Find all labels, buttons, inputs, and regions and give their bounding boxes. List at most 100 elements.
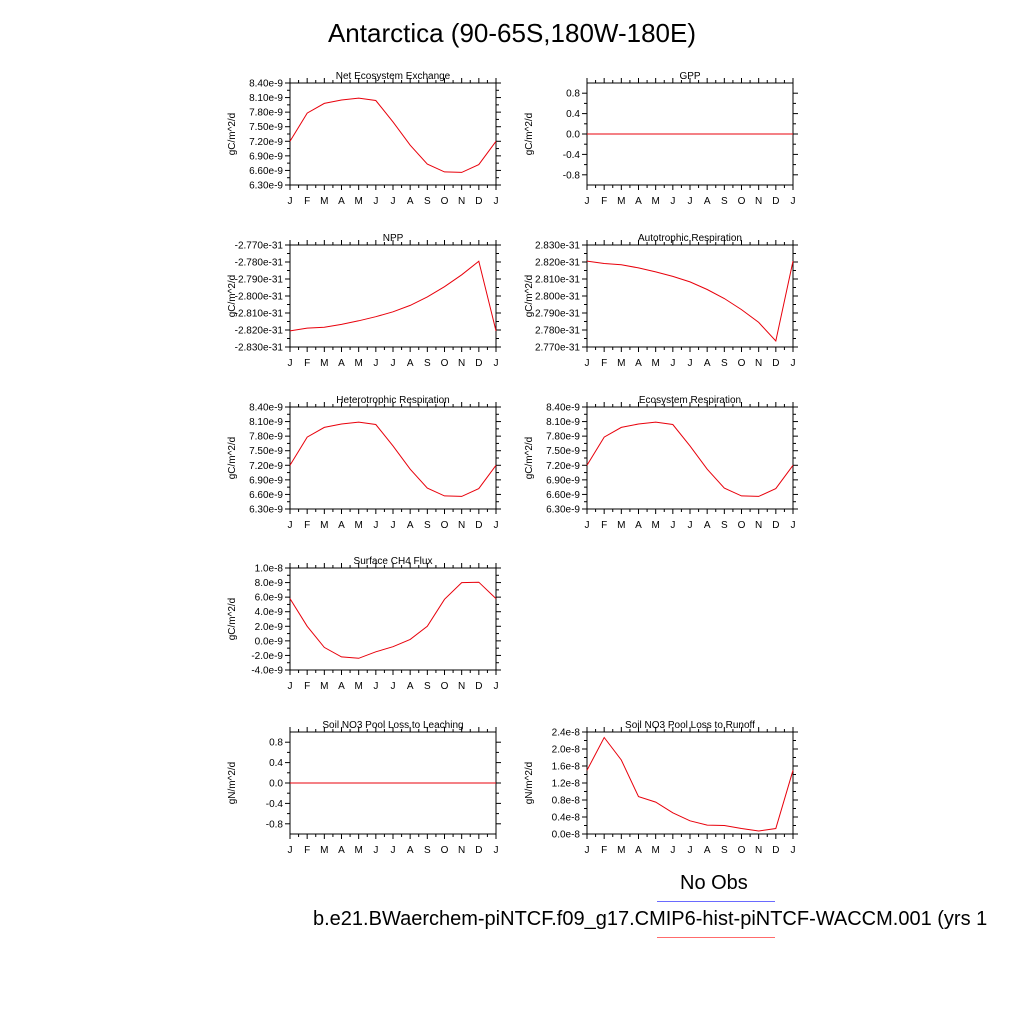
panel-7-xtick-label: J [373, 681, 378, 692]
panel-3-ylabel: gC/m^2/d [227, 275, 238, 318]
panel-9-xtick-label: J [791, 845, 796, 856]
panel-8-xtick-label: A [407, 845, 414, 856]
panel-9-ytick-label: 1.2e-8 [552, 779, 581, 790]
panel-7-ytick-label: 0.0e-9 [255, 636, 284, 647]
panel-8-xtick-label: A [338, 845, 345, 856]
panel-2-ytick-label: -0.4 [563, 150, 581, 161]
panel-6-xtick-label: O [738, 520, 746, 531]
panel-5-xtick-label: M [354, 520, 362, 531]
panel-5-ytick-label: 7.80e-9 [249, 432, 283, 443]
panel-7-xtick-label: N [458, 681, 465, 692]
panel-4-xtick-label: D [772, 358, 779, 369]
panel-8-title: Soil NO3 Pool Loss to Leaching [322, 720, 463, 731]
panel-1-xtick-label: J [494, 196, 499, 207]
panel-4-ytick-label: 2.810e-31 [535, 275, 580, 286]
panel-3-ytick-label: -2.790e-31 [235, 275, 284, 286]
panel-1-xtick-label: F [304, 196, 310, 207]
panel-9-xtick-label: O [738, 845, 746, 856]
panel-1-xtick-label: N [458, 196, 465, 207]
panel-6-ytick-label: 7.50e-9 [546, 446, 580, 457]
panel-9-ytick-label: 1.6e-8 [552, 762, 581, 773]
panel-1-xtick-label: A [338, 196, 345, 207]
panel-6-ytick-label: 6.30e-9 [546, 505, 580, 516]
panel-2-xtick-label: M [617, 196, 625, 207]
panel-8-xtick-label: F [304, 845, 310, 856]
panel-6-xtick-label: S [721, 520, 728, 531]
panel-1-xtick-label: M [354, 196, 362, 207]
panel-4-xtick-label: O [738, 358, 746, 369]
panel-8-xtick-label: J [391, 845, 396, 856]
panel-2-xtick-label: A [704, 196, 711, 207]
panel-5-xtick-label: J [373, 520, 378, 531]
panel-2-xtick-label: M [651, 196, 659, 207]
panel-5-ytick-label: 8.40e-9 [249, 403, 283, 414]
panel-6-xtick-label: N [755, 520, 762, 531]
panel-7-frame [289, 567, 497, 671]
panel-5-ytick-label: 7.20e-9 [249, 461, 283, 472]
panel-3-xtick-label: D [475, 358, 482, 369]
panel-1-ytick-label: 7.20e-9 [249, 137, 283, 148]
panel-9-xtick-label: M [617, 845, 625, 856]
panel-4-ytick-label: 2.800e-31 [535, 292, 580, 303]
panel-7-xtick-label: M [354, 681, 362, 692]
panel-2-xtick-label: F [601, 196, 607, 207]
legend-obs-line [657, 901, 775, 902]
panel-2-xtick-label: O [738, 196, 746, 207]
panel-5-ytick-label: 8.10e-9 [249, 417, 283, 428]
panel-7-ytick-label: 4.0e-9 [255, 607, 284, 618]
panel-4-xtick-label: J [585, 358, 590, 369]
panel-7-xtick-label: A [407, 681, 414, 692]
panel-9-ytick-label: 0.8e-8 [552, 796, 581, 807]
page-title: Antarctica (90-65S,180W-180E) [327, 18, 697, 48]
panel-5-xtick-label: A [338, 520, 345, 531]
panel-9-xtick-label: A [635, 845, 642, 856]
panel-8-xtick-label: S [424, 845, 431, 856]
panel-2-ytick-label: -0.8 [563, 170, 581, 181]
panel-4-xtick-label: J [791, 358, 796, 369]
panel-1-xtick-label: S [424, 196, 431, 207]
panel-4-ytick-label: 2.780e-31 [535, 326, 580, 337]
panel-5-xtick-label: J [288, 520, 293, 531]
panel-2-xtick-label: J [585, 196, 590, 207]
panel-7-ytick-label: -4.0e-9 [251, 666, 283, 677]
panel-6-xtick-label: J [585, 520, 590, 531]
panel-5-xtick-label: M [320, 520, 328, 531]
panel-6-xtick-label: J [791, 520, 796, 531]
panel-6-ytick-label: 6.90e-9 [546, 475, 580, 486]
panel-7-xtick-label: O [441, 681, 449, 692]
panel-6-ytick-label: 8.10e-9 [546, 417, 580, 428]
panel-6-ytick-label: 7.20e-9 [546, 461, 580, 472]
panel-6-xtick-label: F [601, 520, 607, 531]
panel-1-xtick-label: J [391, 196, 396, 207]
panel-3-ytick-label: -2.770e-31 [235, 241, 284, 252]
panel-7-ytick-label: 8.0e-9 [255, 578, 284, 589]
panel-9-ytick-label: 0.0e-8 [552, 830, 581, 841]
panel-1-ytick-label: 6.60e-9 [249, 166, 283, 177]
panel-8-xtick-label: D [475, 845, 482, 856]
panel-4-ytick-label: 2.770e-31 [535, 343, 580, 354]
panel-9-ytick-label: 2.4e-8 [552, 728, 581, 739]
panel-2-xtick-label: S [721, 196, 728, 207]
panel-3-ytick-label: -2.810e-31 [235, 309, 284, 320]
panel-2-xtick-label: A [635, 196, 642, 207]
panel-8-ylabel: gN/m^2/d [227, 762, 238, 805]
panel-8-xtick-label: J [494, 845, 499, 856]
panel-4-ytick-label: 2.820e-31 [535, 258, 580, 269]
panel-8-xtick-label: N [458, 845, 465, 856]
panel-5-ytick-label: 6.30e-9 [249, 505, 283, 516]
panel-5-xtick-label: N [458, 520, 465, 531]
panel-5-ytick-label: 6.90e-9 [249, 475, 283, 486]
panel-8-xtick-label: M [354, 845, 362, 856]
panel-4-xtick-label: M [617, 358, 625, 369]
panel-9-xtick-label: J [585, 845, 590, 856]
panel-1-ytick-label: 7.80e-9 [249, 108, 283, 119]
panel-8-ytick-label: -0.8 [266, 819, 284, 830]
panel-4-xtick-label: M [651, 358, 659, 369]
panel-3-xtick-label: S [424, 358, 431, 369]
panel-7-ytick-label: 6.0e-9 [255, 593, 284, 604]
panel-1-ytick-label: 6.90e-9 [249, 151, 283, 162]
panel-1-ytick-label: 7.50e-9 [249, 122, 283, 133]
panel-1-xtick-label: O [441, 196, 449, 207]
panel-1-ylabel: gC/m^2/d [227, 113, 238, 156]
